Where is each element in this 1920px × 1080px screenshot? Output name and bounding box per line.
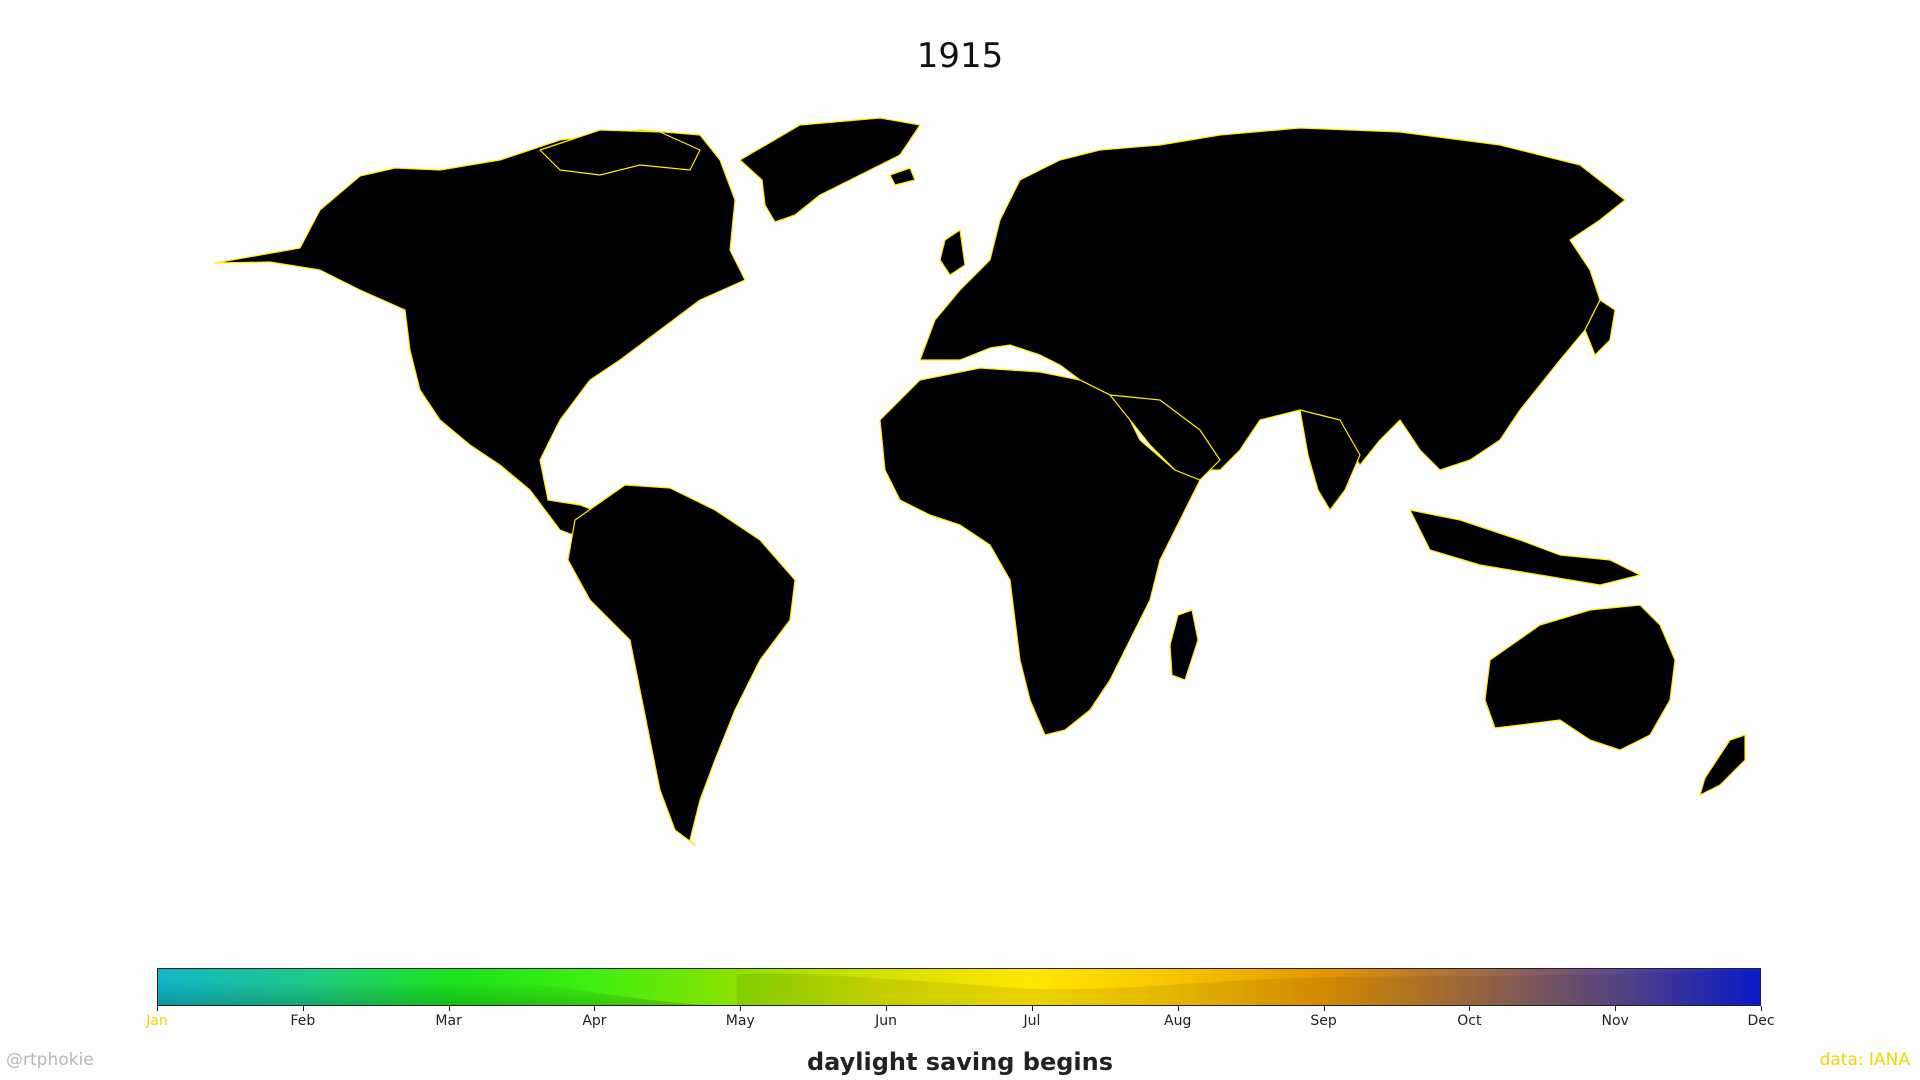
legend-title: daylight saving begins [806,1048,1114,1076]
madagascar [1169,609,1199,681]
south-america [567,484,796,846]
india [1299,409,1361,511]
arabia [1109,394,1221,481]
legend-tick-label: Aug [1164,1013,1192,1029]
legend-tick [886,1006,888,1011]
legend-tick-label: Oct [1457,1013,1482,1029]
legend-tick [1031,1006,1033,1011]
legend-month-axis: Jan Feb Mar Apr May Jun Jul Aug Sep Oct Nov Dec [146,1006,1775,1034]
legend-tick-label: Mar [435,1013,462,1029]
legend-tick-label: Feb [290,1013,316,1029]
japan [1584,299,1616,356]
legend-tick-label: Nov [1601,1013,1629,1029]
legend-tick [1615,1006,1617,1011]
africa [879,367,1201,736]
legend-tick [1469,1006,1471,1011]
legend-tick [1323,1006,1325,1011]
legend-tick-label: Sep [1310,1013,1337,1029]
legend-tick-label: Jun [875,1013,898,1029]
arctic-islands [539,129,701,176]
legend-tick-label: Jul [1023,1013,1041,1029]
australia [1484,604,1676,751]
author-credit: @rtphokie [6,1050,94,1070]
legend-colorbar [157,968,1761,1006]
legend-tick [594,1006,596,1011]
legend-tick [302,1006,304,1011]
legend-tick-label: May [725,1013,755,1029]
legend-tick [740,1006,742,1011]
britain [939,229,966,276]
legend-tick [448,1006,450,1011]
north-america [214,129,746,561]
legend-tick [1761,1006,1762,1011]
year-title: 1915 [916,36,1004,76]
legend-tick-label: Jan [146,1013,168,1029]
legend-tick [157,1006,158,1011]
data-source-credit: data: IANA [1819,1050,1910,1070]
legend-tick-label: Apr [582,1013,607,1029]
indonesia [1409,509,1641,586]
legend-tick-label: Dec [1747,1013,1775,1029]
legend-tick [1177,1006,1179,1011]
new-zealand [1699,734,1746,796]
greenland [739,117,921,223]
iceland [889,167,916,186]
